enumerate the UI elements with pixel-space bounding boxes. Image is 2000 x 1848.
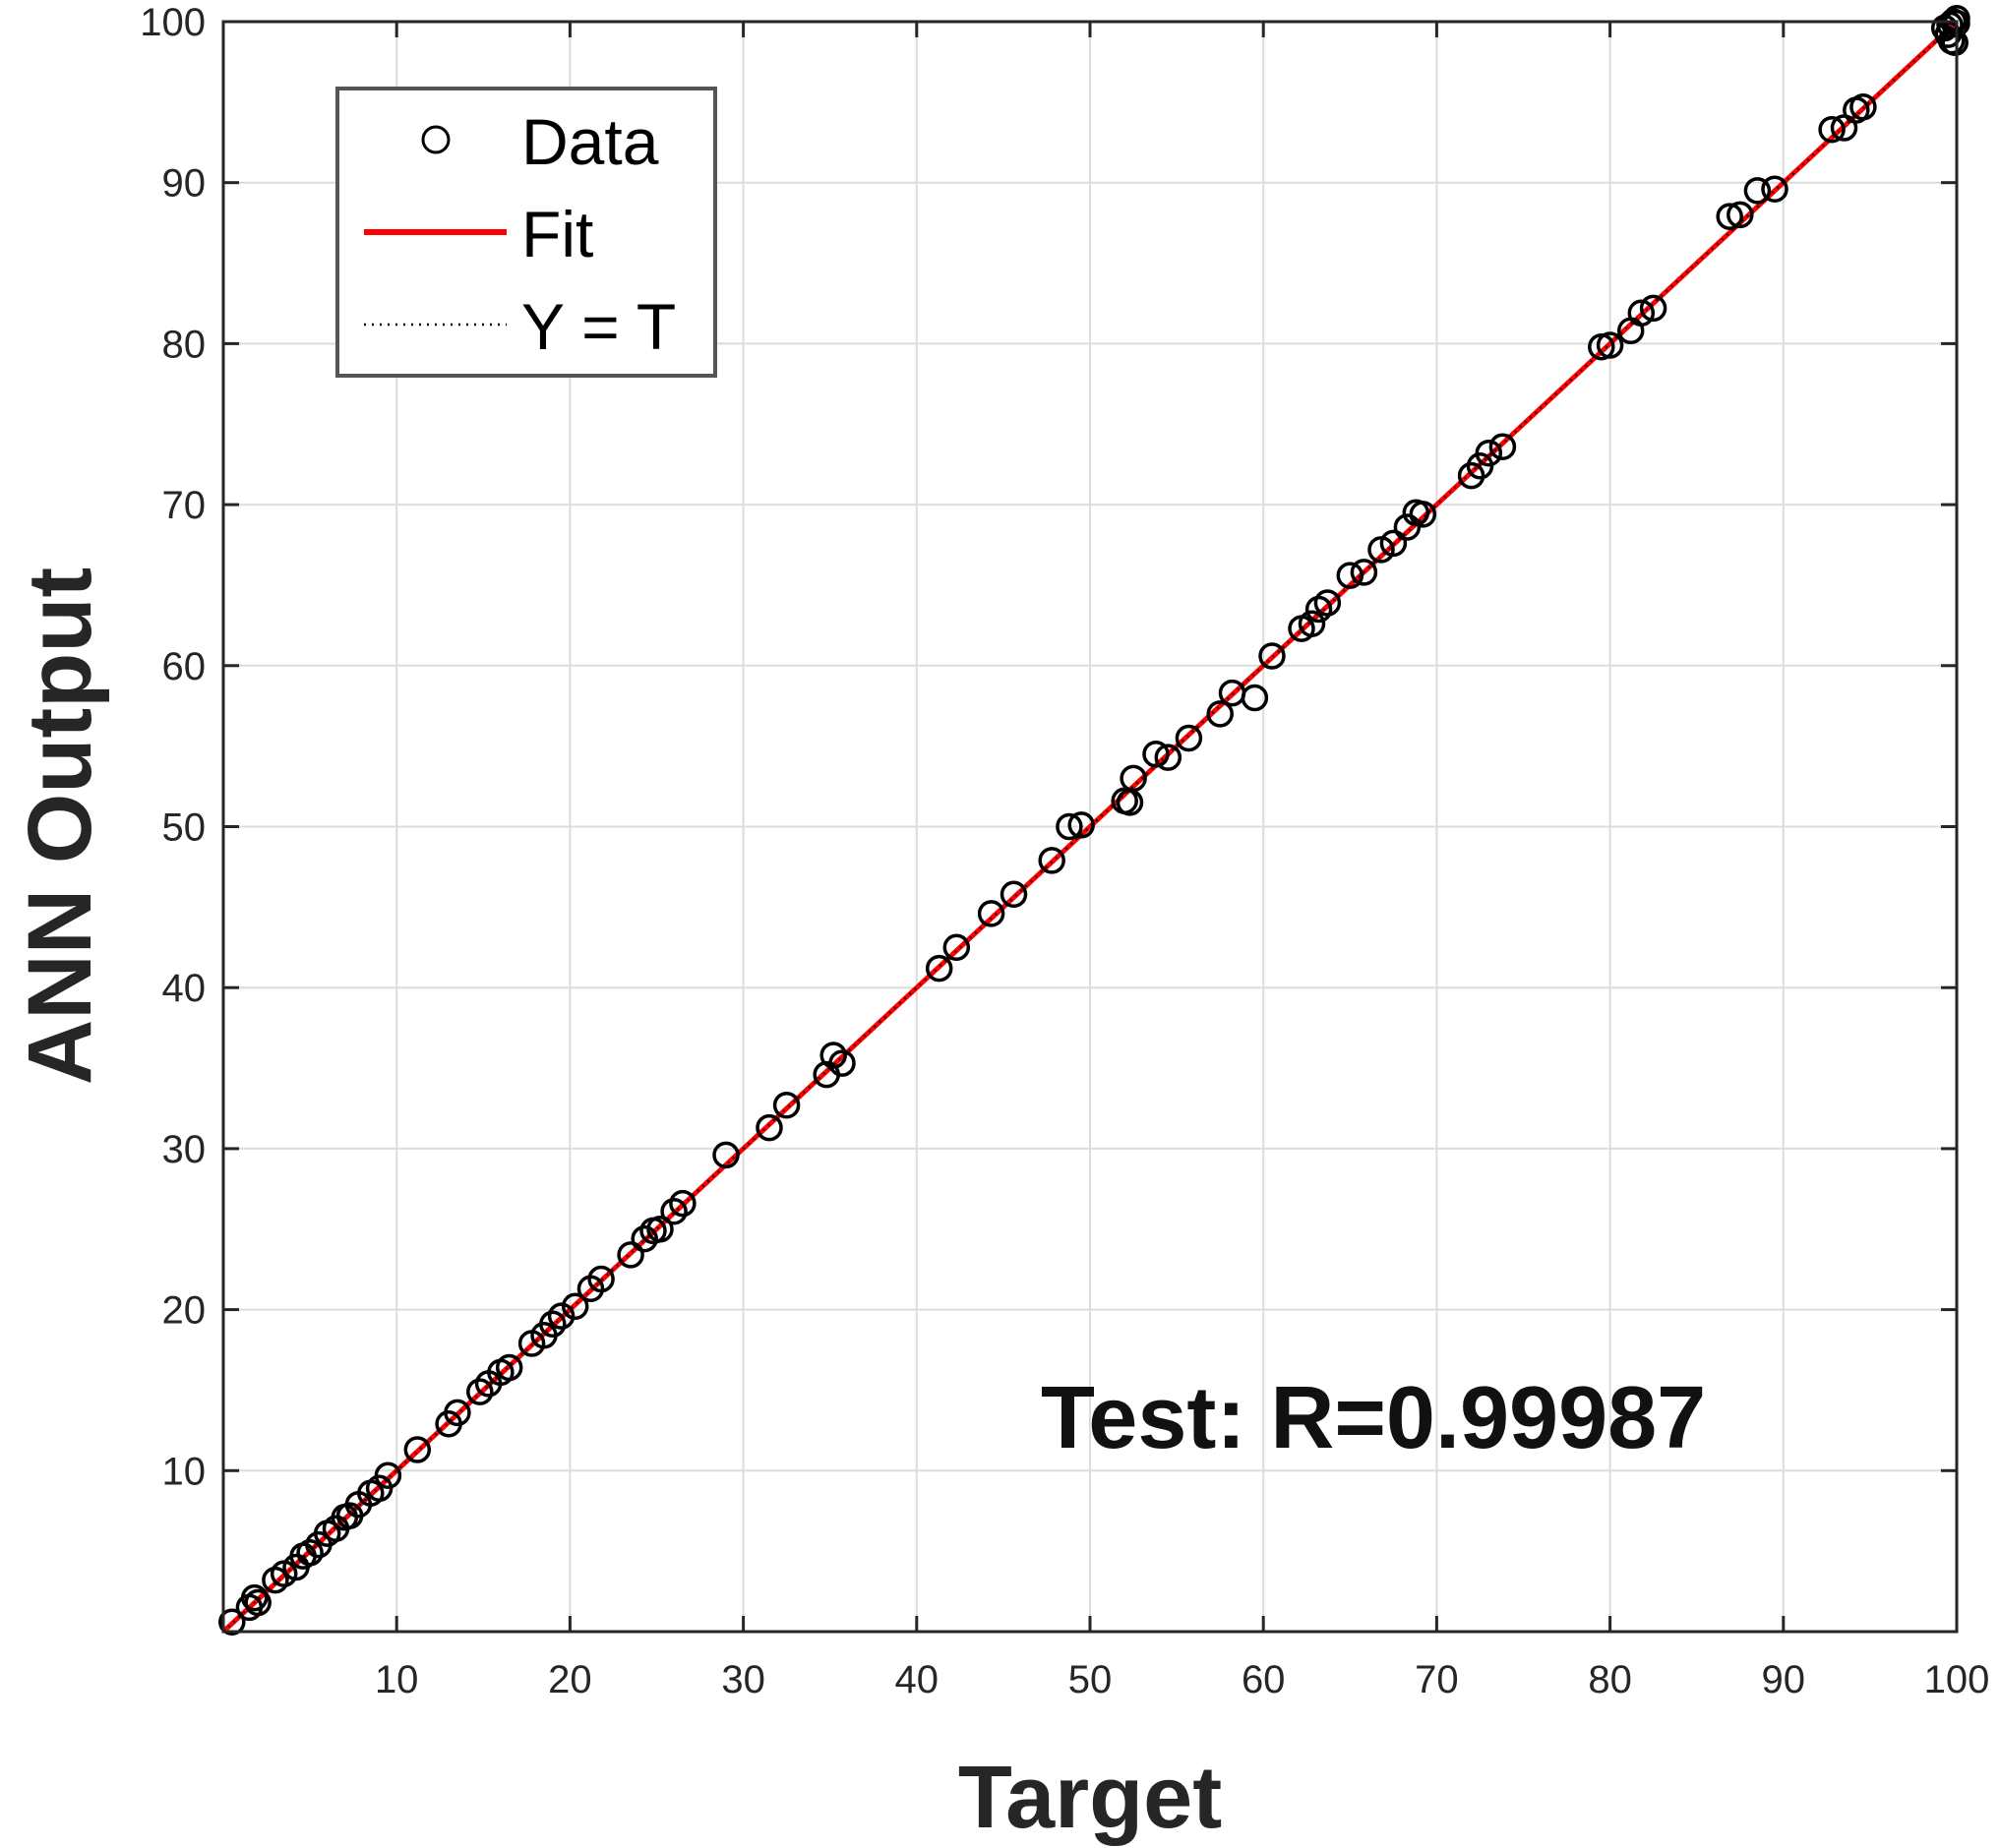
x-tick-label: 80	[1588, 1658, 1632, 1701]
data-point	[1350, 559, 1378, 586]
y-tick-label: 20	[162, 1289, 207, 1333]
plot-frame	[221, 20, 1959, 1634]
data-point	[1067, 811, 1095, 839]
x-tick-label: 10	[375, 1658, 419, 1701]
data-point	[1000, 880, 1028, 909]
data-point	[1716, 203, 1743, 230]
data-point	[374, 1461, 402, 1489]
y-axis-title: ANN Output	[10, 567, 110, 1085]
y-tick-label: 80	[162, 323, 207, 366]
data-point	[1298, 610, 1326, 637]
axis-ticks	[223, 20, 1959, 1632]
data-point	[1120, 764, 1147, 793]
y-tick-label: 30	[162, 1128, 207, 1171]
data-point	[756, 1113, 783, 1142]
data-point	[942, 933, 971, 962]
y-tick-label: 100	[140, 1, 206, 44]
data-point	[669, 1189, 697, 1218]
data-point	[466, 1378, 494, 1405]
x-axis-title: Target	[958, 1749, 1222, 1847]
data-point	[561, 1292, 589, 1321]
data-point	[1175, 724, 1203, 752]
legend-label-identity: Y = T	[521, 290, 676, 363]
data-point	[1206, 700, 1234, 728]
data-point	[1488, 433, 1517, 460]
data-point	[1154, 744, 1182, 771]
data-point	[660, 1197, 688, 1225]
data-point	[1761, 175, 1788, 203]
data-point	[495, 1353, 523, 1382]
y-tick-label: 90	[162, 162, 207, 206]
r-value-annotation: Test: R=0.99987	[1041, 1369, 1706, 1467]
data-point	[587, 1265, 615, 1293]
legend-label-fit: Fit	[521, 198, 593, 270]
data-point	[828, 1049, 856, 1077]
data-point	[244, 1588, 272, 1617]
data-point	[772, 1091, 801, 1119]
data-point	[218, 1608, 246, 1636]
data-point	[712, 1141, 740, 1169]
legend: Data Fit Y = T	[335, 87, 717, 378]
y-tick-label: 50	[162, 806, 207, 850]
data-point	[1627, 299, 1656, 328]
data-point	[1818, 115, 1846, 144]
data-point	[1457, 461, 1485, 490]
data-point	[1241, 684, 1269, 712]
legend-label-data: Data	[521, 105, 659, 178]
data-point	[403, 1436, 432, 1463]
data-point	[444, 1399, 471, 1427]
tick-labels: 10 20 30 40 50 60 70 80 90 100 10 20 30 40 50 60 70 80 90 1…	[140, 1, 1989, 1701]
data-point	[1336, 562, 1364, 589]
x-tick-label: 50	[1068, 1658, 1113, 1701]
data-point	[1038, 847, 1065, 874]
x-tick-label: 70	[1415, 1658, 1459, 1701]
data-point	[240, 1583, 269, 1612]
x-tick-label: 90	[1762, 1658, 1806, 1701]
data-point	[539, 1310, 567, 1339]
grid-lines	[223, 22, 1957, 1632]
x-tick-label: 30	[721, 1658, 765, 1701]
data-point	[977, 900, 1005, 927]
y-tick-label: 60	[162, 645, 207, 688]
y-tick-label: 70	[162, 484, 207, 527]
data-point	[1727, 201, 1754, 229]
fit-lines	[221, 20, 1959, 1634]
legend-data-marker	[421, 125, 451, 154]
data-point	[819, 1042, 847, 1069]
x-tick-label: 20	[548, 1658, 592, 1701]
y-tick-label: 10	[162, 1450, 207, 1493]
data-point	[1743, 177, 1772, 205]
data-point	[617, 1241, 644, 1269]
data-point	[646, 1216, 674, 1243]
data-points	[218, 4, 1970, 1636]
data-point	[1475, 439, 1503, 467]
x-tick-label: 40	[895, 1658, 939, 1701]
data-point	[1142, 741, 1170, 768]
data-point	[547, 1302, 576, 1330]
x-tick-label: 60	[1242, 1658, 1286, 1701]
data-point	[1379, 529, 1408, 558]
y-tick-label: 40	[162, 967, 207, 1010]
data-point	[1409, 501, 1437, 528]
data-point	[1596, 331, 1624, 359]
data-point	[296, 1539, 324, 1567]
data-point	[1258, 642, 1286, 670]
identity-line	[222, 21, 1958, 1633]
data-point	[1849, 93, 1877, 121]
x-tick-label: 100	[1924, 1658, 1990, 1701]
data-point	[1313, 589, 1342, 617]
data-point	[1056, 812, 1083, 841]
data-point	[925, 954, 953, 983]
data-point	[1639, 294, 1667, 323]
